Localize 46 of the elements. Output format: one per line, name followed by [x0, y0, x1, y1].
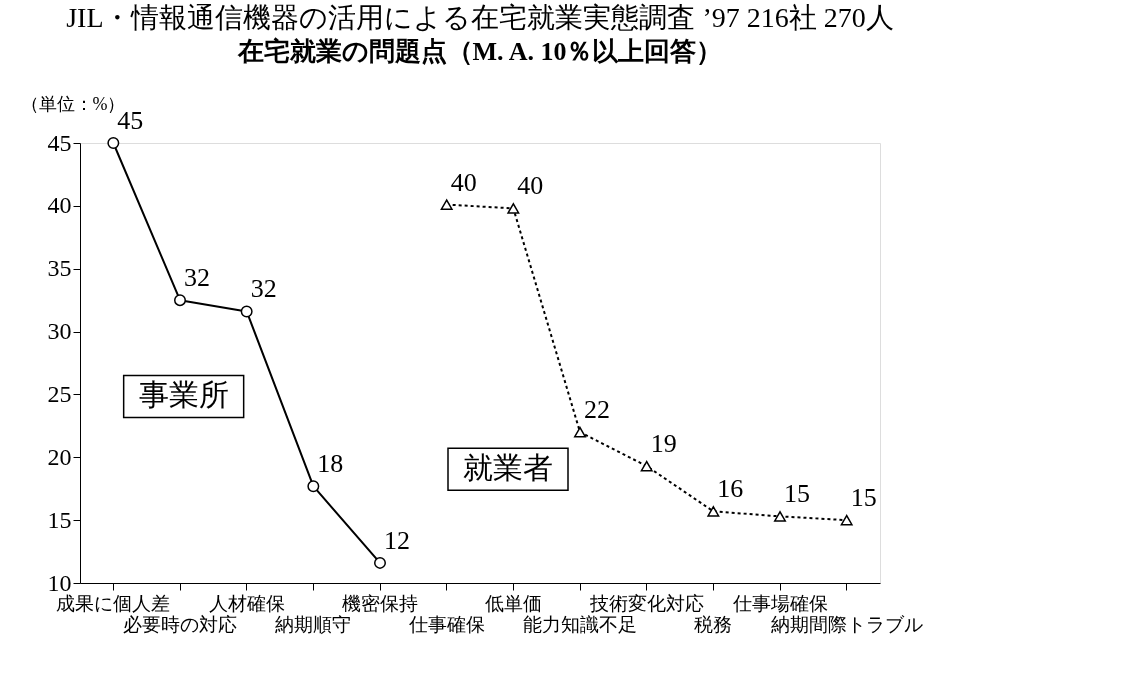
data-label: 32 [184, 263, 210, 293]
y-tick-label: 40 [47, 192, 72, 219]
x-tick-label: 納期間際トラブル [770, 613, 923, 635]
data-label: 32 [250, 274, 277, 304]
x-tick-label: 必要時の対応 [123, 613, 237, 635]
y-tick-label: 25 [47, 380, 72, 407]
x-tick-label: 能力知識不足 [523, 613, 637, 635]
x-tick-label: 納期順守 [275, 613, 352, 635]
x-tick-label: 仕事確保 [407, 613, 485, 635]
x-tick-label: 低単価 [484, 592, 542, 614]
point [440, 199, 453, 210]
chart-title: JIL・情報通信機器の活用による在宅就業実態調査 ’97 216社 270人 [66, 2, 894, 33]
data-label: 15 [784, 479, 810, 509]
y-tick-label: 20 [47, 443, 72, 470]
y-tick-label: 30 [47, 318, 72, 345]
data-label: 16 [717, 474, 744, 504]
data-label: 12 [384, 525, 410, 555]
x-tick-label: 仕事場確保 [731, 592, 828, 614]
data-label: 40 [517, 171, 544, 201]
point [774, 511, 786, 522]
data-label: 18 [317, 449, 344, 479]
series-label: 事業所 [138, 378, 229, 412]
y-tick-label: 15 [47, 506, 72, 533]
chart-subtitle: 在宅就業の問題点（M. A. 10％以上回答） [236, 37, 723, 66]
data-label: 40 [450, 167, 477, 197]
x-tick-label: 成果に個人差 [56, 592, 171, 614]
point [574, 426, 586, 438]
y-tick-label: 35 [47, 255, 72, 282]
data-label: 15 [850, 483, 877, 513]
x-tick-label: 技術変化対応 [588, 592, 704, 614]
x-tick-label: 税務 [694, 613, 733, 635]
series-label: 就業者 [463, 451, 553, 485]
point [374, 556, 386, 569]
point [707, 506, 720, 517]
x-tick-label: 人材確保 [208, 592, 285, 614]
point [507, 203, 520, 214]
data-label: 22 [584, 395, 610, 425]
point [240, 305, 253, 318]
point [640, 460, 653, 472]
x-tick-label: 機密保持 [342, 592, 418, 614]
point [174, 294, 186, 307]
point [307, 480, 320, 493]
point [840, 514, 853, 526]
point [107, 137, 120, 149]
y-tick-label: 45 [47, 129, 72, 156]
data-label: 19 [650, 429, 677, 459]
